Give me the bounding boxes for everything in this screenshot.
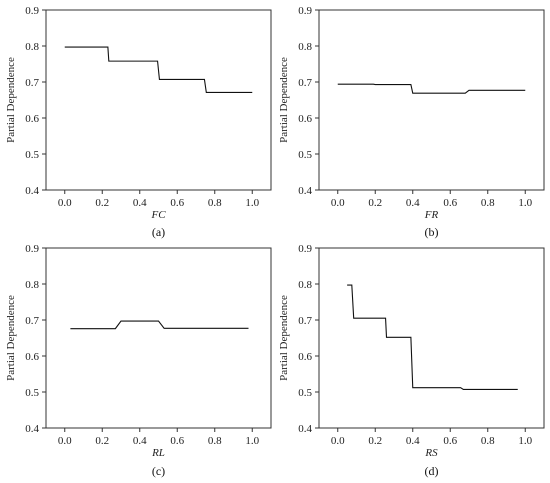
- x-axis-title: FR: [424, 209, 439, 221]
- plot-frame: [45, 247, 272, 429]
- x-tick-label: 0.2: [95, 435, 109, 447]
- y-tick-label: 0.7: [25, 77, 39, 89]
- y-axis-title: Partial Dependence: [5, 295, 17, 381]
- y-axis-title: Partial Dependence: [278, 57, 290, 143]
- panel-caption: (c): [152, 464, 165, 478]
- x-tick-label: 0.6: [170, 435, 184, 447]
- chart-panel-4: 0.0 0.2 0.4 0.6 0.8 1.0 0.4 0.5 0.6 0.7 0.8 0.9 Part…: [278, 243, 545, 478]
- x-tick-label: 0.2: [368, 435, 382, 447]
- y-tick-label: 0.6: [25, 113, 39, 125]
- chart-panel-3: 0.0 0.2 0.4 0.6 0.8 1.0 0.4 0.5 0.6 0.7 0.8 0.9 Part…: [5, 243, 272, 478]
- panel-caption: (d): [425, 464, 439, 478]
- y-tick-label: 0.5: [25, 387, 39, 399]
- y-tick-label: 0.8: [298, 41, 312, 53]
- y-tick-label: 0.4: [298, 423, 312, 435]
- chart-panel-2: 0.0 0.2 0.4 0.6 0.8 1.0 0.4 0.5 0.6 0.7 0.8 0.9 Part…: [278, 5, 545, 239]
- chart-panel-1: 0.0 0.2 0.4 0.6 0.8 1.0 0.4 0.5 0.6 0.7 0.8 0.9 Part…: [5, 5, 272, 239]
- y-tick-label: 0.8: [298, 279, 312, 291]
- plot-frame: [45, 9, 272, 191]
- y-axis-title: Partial Dependence: [278, 295, 290, 381]
- series-line: [337, 83, 526, 94]
- panel-caption: (b): [425, 225, 439, 239]
- y-tick-label: 0.9: [25, 243, 39, 255]
- x-tick-label: 0.4: [406, 197, 420, 209]
- x-tick-label: 1.0: [518, 197, 532, 209]
- y-tick-label: 0.5: [298, 149, 312, 161]
- x-tick-label: 0.4: [133, 435, 147, 447]
- y-tick-label: 0.9: [25, 5, 39, 17]
- y-tick-label: 0.6: [25, 351, 39, 363]
- y-tick-label: 0.7: [298, 77, 312, 89]
- y-tick-label: 0.6: [298, 351, 312, 363]
- x-axis-title: FC: [150, 209, 166, 221]
- y-tick-label: 0.5: [298, 387, 312, 399]
- series-line: [64, 46, 253, 93]
- x-tick-label: 1.0: [518, 435, 532, 447]
- x-axis-title: RL: [151, 447, 165, 459]
- x-tick-label: 0.0: [331, 197, 345, 209]
- x-tick-label: 0.4: [406, 435, 420, 447]
- x-tick-label: 0.0: [58, 435, 72, 447]
- y-tick-label: 0.4: [25, 185, 39, 197]
- x-tick-label: 0.2: [368, 197, 382, 209]
- y-tick-label: 0.9: [298, 243, 312, 255]
- y-axis-title: Partial Dependence: [5, 57, 17, 143]
- x-tick-label: 0.8: [481, 197, 495, 209]
- x-tick-label: 0.0: [331, 435, 345, 447]
- plot-frame: [318, 9, 545, 191]
- panel-caption: (a): [152, 225, 165, 239]
- x-axis-title: RS: [424, 447, 438, 459]
- x-tick-label: 0.6: [443, 435, 457, 447]
- y-tick-label: 0.7: [25, 315, 39, 327]
- y-tick-label: 0.5: [25, 149, 39, 161]
- y-tick-label: 0.8: [25, 279, 39, 291]
- series-line: [347, 284, 518, 391]
- y-tick-label: 0.7: [298, 315, 312, 327]
- x-tick-label: 0.4: [133, 197, 147, 209]
- x-tick-label: 1.0: [245, 197, 259, 209]
- y-tick-label: 0.6: [298, 113, 312, 125]
- plot-frame: [318, 247, 545, 429]
- y-tick-label: 0.8: [25, 41, 39, 53]
- x-tick-label: 0.0: [58, 197, 72, 209]
- x-tick-label: 0.8: [208, 197, 222, 209]
- y-tick-label: 0.4: [25, 423, 39, 435]
- x-tick-label: 0.8: [481, 435, 495, 447]
- x-tick-label: 1.0: [245, 435, 259, 447]
- y-tick-label: 0.9: [298, 5, 312, 17]
- x-tick-label: 0.8: [208, 435, 222, 447]
- x-tick-label: 0.2: [95, 197, 109, 209]
- y-tick-label: 0.4: [298, 185, 312, 197]
- x-tick-label: 0.6: [170, 197, 184, 209]
- series-line: [70, 320, 249, 330]
- x-tick-label: 0.6: [443, 197, 457, 209]
